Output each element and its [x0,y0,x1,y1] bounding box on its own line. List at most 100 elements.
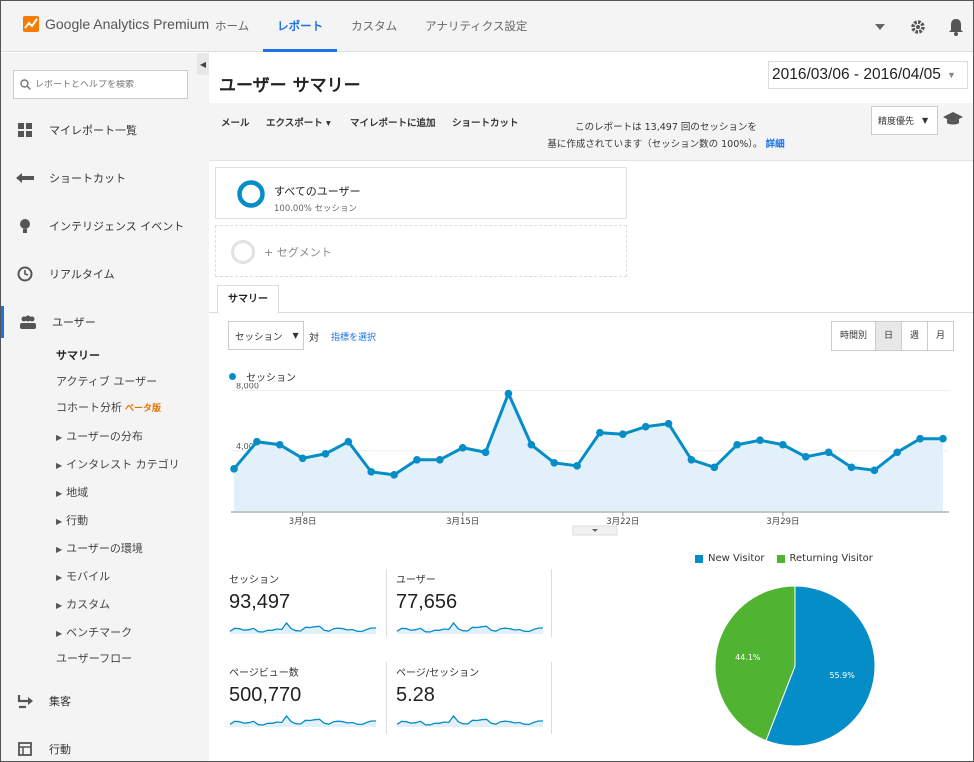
pie-slice-label: 44.1% [735,653,761,662]
data-point[interactable] [824,448,833,457]
scorecard-pageviews[interactable]: ページビュー数 500,770 [229,664,379,744]
gear-icon[interactable] [899,8,937,46]
data-point[interactable] [664,419,673,428]
nav-admin[interactable]: アナリティクス設定 [425,19,528,33]
graduation-cap-icon[interactable] [943,111,963,130]
precision-label: 精度優先 [878,117,915,127]
scorecard-sessions[interactable]: セッション 93,497 [229,571,379,651]
data-point[interactable] [619,430,627,438]
subitem-users-flow[interactable]: ユーザーフロー [56,652,133,665]
sidebar-item-intelligence[interactable]: インテリジェンス イベント [1,210,209,242]
data-point[interactable] [230,465,238,473]
data-point[interactable] [710,463,719,472]
subitem-active-users[interactable]: アクティブ ユーザー [56,375,158,388]
bell-icon[interactable] [937,8,973,46]
sidebar-item-acquisition[interactable]: 集客 [1,685,209,717]
data-point[interactable] [756,436,764,445]
data-point[interactable] [527,440,536,449]
sidebar-collapse-button[interactable]: ◀ [197,53,209,75]
add-to-dashboard-button[interactable]: マイレポートに追加 [350,118,436,129]
subitem-cohort[interactable]: コホート分析 ベータ版 [56,399,161,415]
sidebar-item-realtime[interactable]: リアルタイム [1,258,209,290]
shortcut-button[interactable]: ショートカット [452,118,519,129]
data-point[interactable] [504,389,513,398]
email-button[interactable]: メール [221,118,250,129]
scorecard-users[interactable]: ユーザー 77,656 [396,571,546,651]
precision-dropdown[interactable]: 精度優先 ▼ [871,106,938,135]
account-dropdown-icon[interactable] [861,8,899,46]
learn-more-link[interactable]: 詳細 [765,139,785,150]
gran-month-button[interactable]: 月 [927,322,954,350]
pie-slice[interactable] [714,585,796,742]
clock-icon [1,266,49,282]
select-metric-link[interactable]: 指標を選択 [331,333,377,343]
segment-all-users[interactable]: すべてのユーザー 100.00% セッション [215,167,627,219]
sidebar-item-behavior[interactable]: 行動 [1,733,209,761]
sidebar-item-label: インテリジェンス イベント [49,220,185,233]
gran-week-button[interactable]: 週 [901,322,928,350]
data-point[interactable] [801,452,810,461]
data-point[interactable] [458,443,467,452]
data-point[interactable] [436,456,444,464]
scorecard-pages-per-session[interactable]: ページ/セッション 5.28 [396,664,546,744]
data-point[interactable] [893,448,902,457]
data-point[interactable] [641,422,650,431]
gran-day-button[interactable]: 日 [875,322,902,350]
subitem-benchmarking[interactable]: ▶ ベンチマーク [56,624,132,640]
data-point[interactable] [916,434,924,443]
subitem-demographics[interactable]: ▶ ユーザーの分布 [56,428,143,444]
sparkline-line [229,714,376,726]
data-point[interactable] [390,471,398,479]
tab-summary[interactable]: サマリー [217,285,279,314]
data-point[interactable] [413,456,421,464]
subitem-custom[interactable]: ▶ カスタム [56,596,110,612]
scorecard-value: 93,497 [229,591,291,613]
data-point[interactable] [573,462,581,470]
data-point[interactable] [298,454,307,463]
data-point[interactable] [779,440,787,449]
data-point[interactable] [733,440,741,449]
nav-custom[interactable]: カスタム [351,19,398,33]
metric-label: セッション [235,331,283,343]
pie-legend: New Visitor Returning Visitor [695,553,873,564]
data-point[interactable] [367,468,376,476]
subitem-label: カスタム [66,598,111,611]
divider [386,662,387,734]
subitem-interests[interactable]: ▶ インタレスト カテゴリ [56,456,180,472]
search-input[interactable] [35,79,185,90]
data-point[interactable] [344,437,353,446]
export-button[interactable]: エクスポート ▾ [266,118,331,129]
nav-reports[interactable]: レポート [263,1,338,52]
data-point[interactable] [481,448,490,457]
data-point[interactable] [870,466,879,475]
metric-dropdown[interactable]: セッション ▼ [228,321,304,350]
data-point[interactable] [321,449,330,458]
subitem-behavior[interactable]: ▶ 行動 [56,512,88,528]
data-point[interactable] [253,437,261,446]
gran-hourly-button[interactable]: 時間別 [832,322,876,350]
y-tick-label: 8,000 [236,383,259,391]
scorecard-label: ページビュー数 [229,668,299,679]
data-point[interactable] [687,456,696,464]
sidebar-item-shortcuts[interactable]: ショートカット [1,162,209,194]
sidebar-item-audience[interactable]: ユーザー [1,306,209,338]
divider [551,569,552,637]
data-point[interactable] [596,428,604,437]
nav-home[interactable]: ホーム [215,19,250,33]
page-title: ユーザー サマリー [219,76,361,96]
subitem-label: モバイル [66,570,111,583]
add-segment-button[interactable]: + セグメント [215,225,627,277]
data-point[interactable] [275,440,284,449]
subitem-mobile[interactable]: ▶ モバイル [56,568,110,584]
data-point[interactable] [939,434,947,443]
data-point[interactable] [847,463,856,472]
sidebar-item-dashboards[interactable]: マイレポート一覧 [1,114,209,146]
date-range-picker[interactable]: 2016/03/06 - 2016/04/05 ▼ [768,61,968,89]
data-point[interactable] [550,459,558,467]
subitem-geo[interactable]: ▶ 地域 [56,484,88,500]
pie-slice[interactable] [765,585,876,747]
subitem-overview[interactable]: サマリー [56,349,100,362]
logo[interactable]: Google Analytics Premium [23,16,209,32]
search-box[interactable] [13,70,188,99]
subitem-technology[interactable]: ▶ ユーザーの環境 [56,540,143,556]
